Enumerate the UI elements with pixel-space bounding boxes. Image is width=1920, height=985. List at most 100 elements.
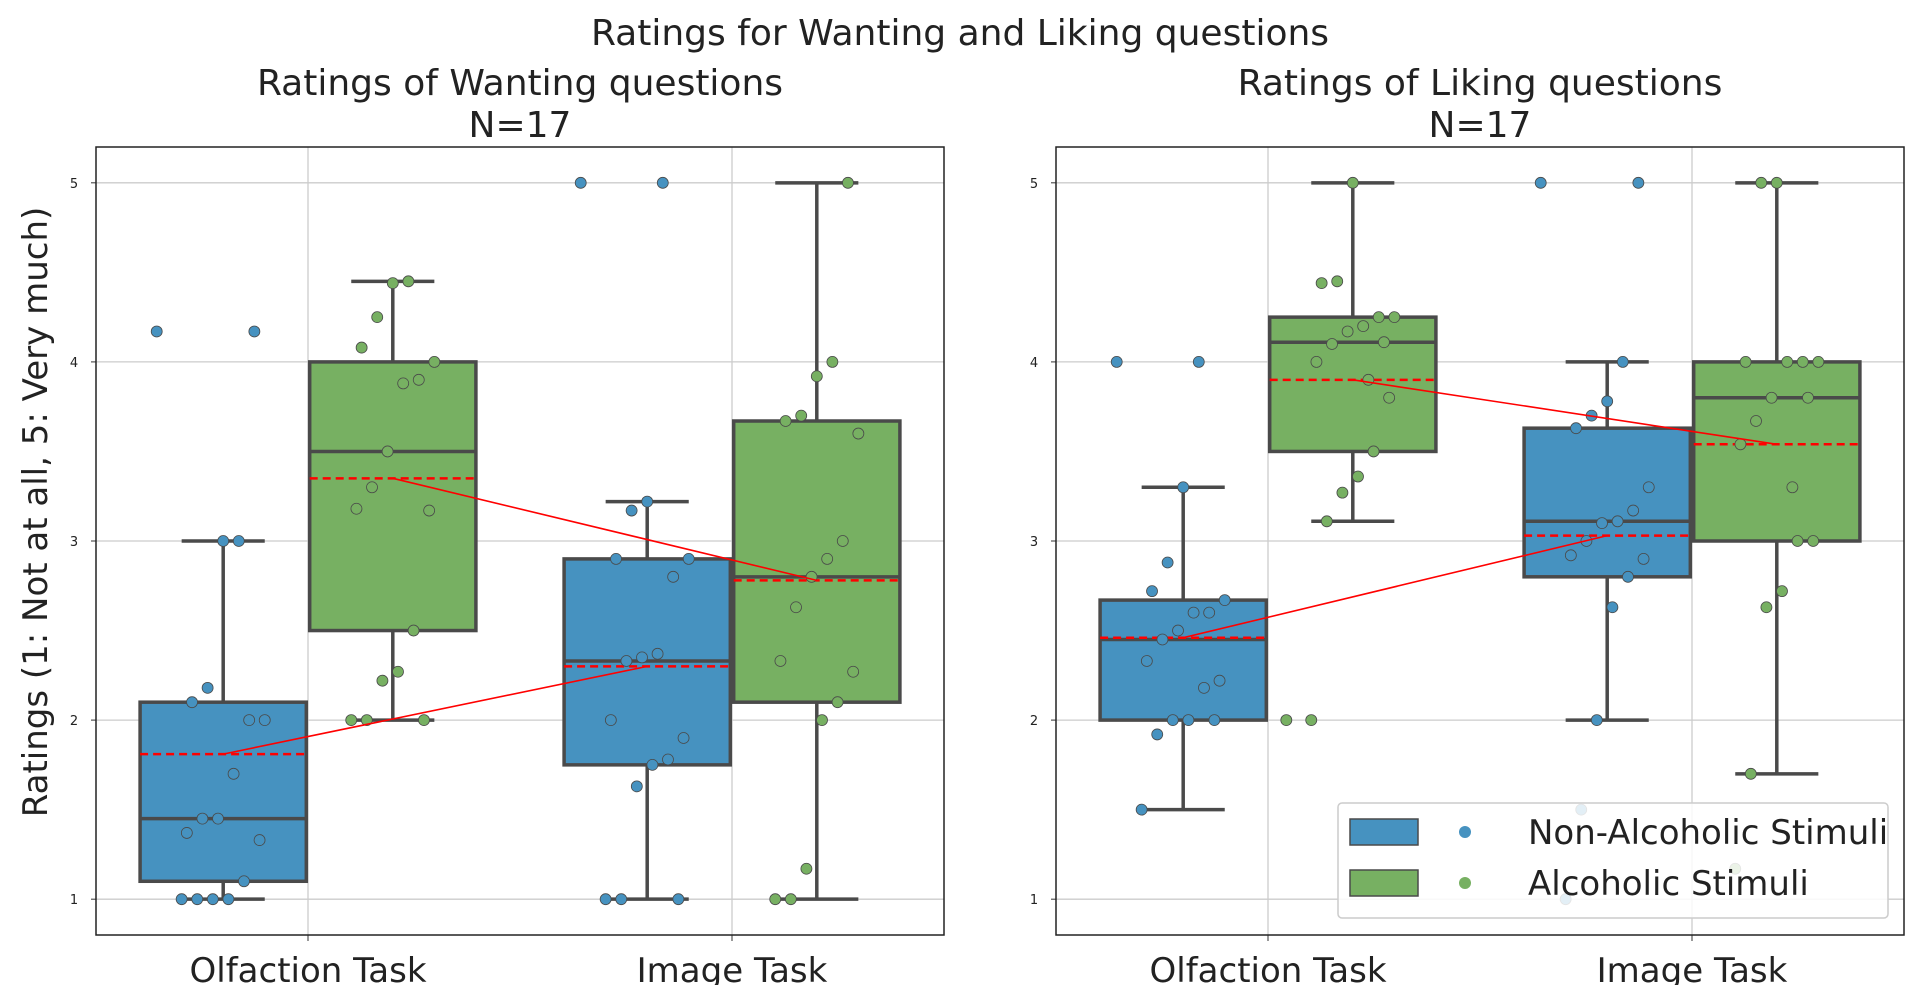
flier-point (1280, 714, 1293, 726)
data-point (428, 356, 441, 368)
data-point (1213, 674, 1226, 687)
data-point (196, 812, 209, 825)
legend-marker (1459, 877, 1471, 889)
data-point (620, 655, 633, 667)
x-tick-label: Image Task (637, 951, 828, 985)
data-point (615, 893, 628, 906)
data-point (646, 758, 659, 771)
mean-connector (1183, 534, 1608, 639)
data-point (212, 812, 224, 825)
data-point (1146, 585, 1158, 598)
y-tick-label: 3 (70, 535, 78, 550)
box (731, 419, 902, 704)
subplot-subtitle: N=17 (1429, 105, 1532, 146)
data-point (201, 681, 214, 694)
data-point (1616, 356, 1629, 368)
data-point (1192, 356, 1205, 368)
data-point (1622, 570, 1634, 583)
data-point (800, 862, 813, 875)
data-point (258, 714, 271, 726)
data-point (1151, 728, 1164, 741)
data-point (1367, 445, 1380, 458)
subplot-subtitle: N=17 (469, 105, 572, 146)
data-point (1310, 356, 1323, 368)
axes-frame (95, 146, 945, 936)
data-point (243, 714, 256, 726)
legend-marker (1459, 826, 1471, 838)
data-point (1357, 320, 1370, 332)
x-tick-label: Olfaction Task (1149, 951, 1386, 985)
data-point (1627, 504, 1640, 517)
data-point (1739, 356, 1752, 368)
x-tick-label: Olfaction Task (189, 951, 426, 985)
data-point (779, 415, 792, 427)
data-point (386, 277, 399, 290)
data-point (232, 535, 245, 547)
data-point (810, 370, 823, 383)
data-point (1781, 356, 1794, 368)
data-point (238, 875, 250, 888)
data-point (1218, 594, 1231, 606)
data-point (345, 714, 358, 726)
data-point (599, 893, 612, 906)
data-point (630, 780, 643, 793)
data-point (1642, 481, 1655, 494)
data-point (392, 665, 404, 678)
data-point (1802, 391, 1814, 404)
x-tick-label: Image Task (1597, 951, 1788, 985)
data-point (402, 275, 415, 288)
data-point (1812, 356, 1825, 368)
data-point (1378, 336, 1390, 349)
data-point (852, 427, 865, 440)
data-point (1564, 549, 1577, 562)
subplot-1: 1 2 3 4 5 Olfaction Task Image Task Ratings of … (70, 63, 945, 985)
data-point (227, 767, 240, 780)
data-point (355, 341, 368, 354)
data-point (1166, 714, 1179, 726)
data-point (790, 601, 802, 614)
data-point (217, 535, 230, 547)
data-point (831, 696, 844, 709)
data-point (610, 553, 622, 565)
figure-suptitle: Ratings for Wanting and Liking questions (591, 13, 1329, 54)
data-point (604, 714, 617, 726)
y-tick-label: 2 (70, 714, 78, 729)
data-point (847, 665, 860, 678)
data-point (672, 893, 685, 906)
data-point (1611, 515, 1624, 528)
data-point (1331, 275, 1344, 288)
box (1691, 360, 1862, 543)
data-point (667, 570, 680, 583)
flier-point (1534, 176, 1547, 189)
data-point (682, 553, 695, 565)
data-point (784, 893, 797, 906)
y-tick-label: 4 (1030, 356, 1038, 371)
data-point (1755, 176, 1768, 189)
y-axis-label: Ratings (1: Not at all, 5: Very much) (16, 207, 56, 818)
subplot-title: Ratings of Wanting questions (257, 63, 783, 104)
y-tick-label: 2 (1030, 714, 1038, 729)
mean-connector (223, 665, 648, 755)
legend-frame (1337, 802, 1889, 919)
mean-connector (1352, 379, 1777, 446)
data-point (175, 893, 188, 906)
subplot-title: Ratings of Liking questions (1238, 63, 1723, 104)
data-point (1208, 714, 1221, 726)
data-point (677, 732, 690, 744)
data-point (1187, 606, 1200, 619)
data-point (366, 481, 378, 494)
data-point (1203, 606, 1216, 619)
data-point (412, 373, 425, 386)
legend-swatch (1349, 818, 1419, 846)
data-point (1760, 601, 1773, 614)
data-point (371, 311, 384, 324)
data-point (191, 893, 204, 906)
flier-point (1110, 356, 1123, 368)
data-point (186, 696, 198, 709)
y-tick-label: 1 (70, 893, 78, 908)
data-point (423, 504, 436, 517)
data-point (641, 495, 654, 508)
data-point (1182, 714, 1195, 726)
data-point (1776, 585, 1788, 598)
box (1522, 426, 1693, 579)
